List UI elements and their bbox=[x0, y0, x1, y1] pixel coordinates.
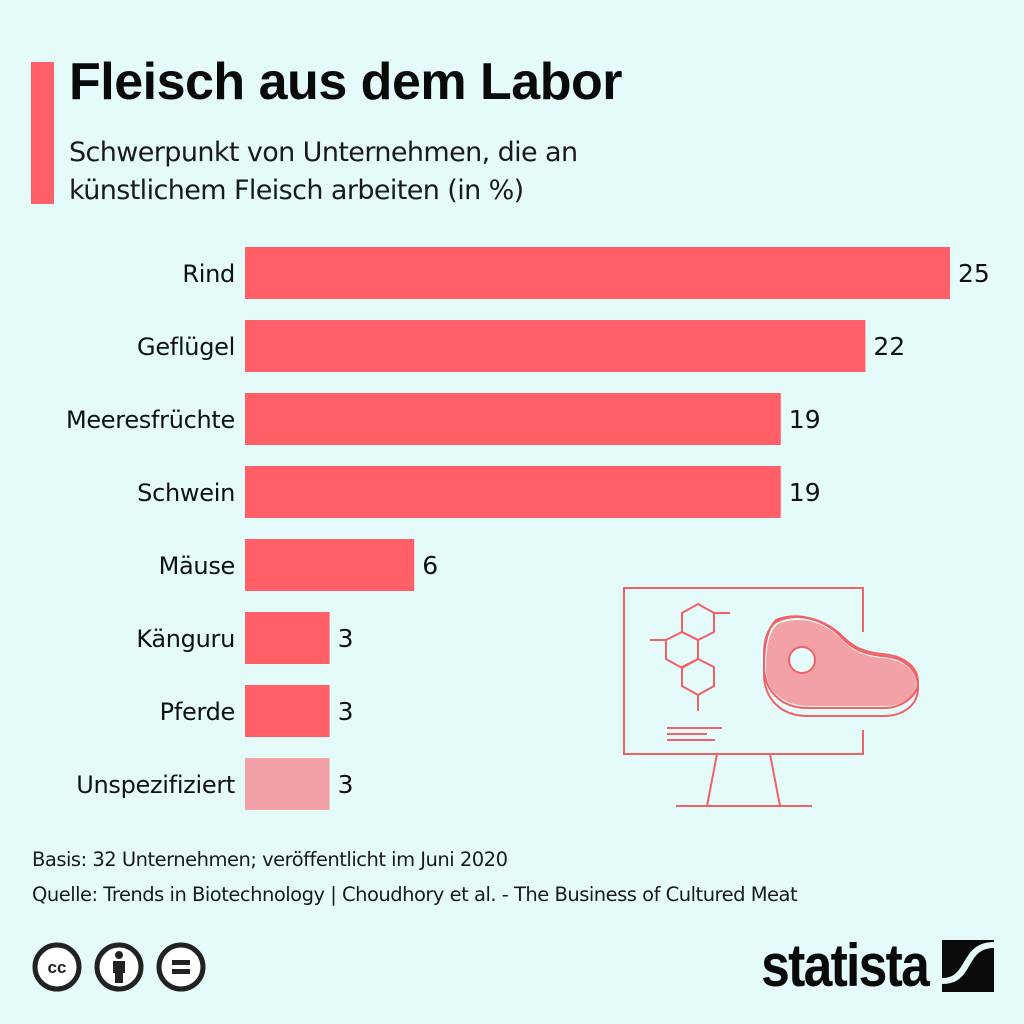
chart-subtitle: Schwerpunkt von Unternehmen, die an küns… bbox=[69, 134, 769, 210]
svg-text:cc: cc bbox=[48, 958, 67, 977]
lab-meat-illustration bbox=[623, 587, 920, 807]
value-label-mause: 6 bbox=[422, 551, 438, 580]
bar-meeresfruchte bbox=[245, 393, 781, 445]
value-label-geflugel: 22 bbox=[873, 332, 905, 361]
bar-mause bbox=[245, 539, 415, 591]
category-label-kanguru: Känguru bbox=[136, 625, 235, 653]
bar-unspezifiziert bbox=[245, 758, 330, 810]
subtitle-line-2: künstlichem Fleisch arbeiten (in %) bbox=[69, 175, 524, 206]
value-label-kanguru: 3 bbox=[338, 624, 354, 653]
value-label-rind: 25 bbox=[958, 259, 990, 288]
bar-rind bbox=[245, 247, 950, 299]
no-derivatives-icon[interactable] bbox=[156, 942, 206, 992]
by-attribution-icon[interactable] bbox=[94, 942, 144, 992]
basis-note: Basis: 32 Unternehmen; veröffentlicht im… bbox=[32, 848, 508, 871]
chart-title: Fleisch aus dem Labor bbox=[69, 53, 623, 111]
category-label-unspezifiziert: Unspezifiziert bbox=[76, 771, 235, 799]
value-label-pferde: 3 bbox=[338, 697, 354, 726]
title-accent-bar bbox=[31, 62, 54, 204]
subtitle-line-1: Schwerpunkt von Unternehmen, die an bbox=[69, 137, 578, 168]
monitor-icon bbox=[623, 587, 864, 807]
bar-chart: Rind 25 Geflügel 22 Meeresfrüchte 19 Schwein 19… bbox=[66, 247, 990, 810]
category-label-pferde: Pferde bbox=[160, 698, 235, 726]
bar-schwein bbox=[245, 466, 781, 518]
molecule-icon bbox=[650, 602, 730, 711]
source-note: Quelle: Trends in Biotechnology | Choudh… bbox=[32, 883, 798, 906]
value-label-schwein: 19 bbox=[789, 478, 821, 507]
statista-logo[interactable]: statista bbox=[734, 936, 994, 996]
value-label-unspezifiziert: 3 bbox=[338, 770, 354, 799]
category-label-mause: Mäuse bbox=[159, 552, 235, 580]
bar-geflugel bbox=[245, 320, 866, 372]
statista-logo-text: statista bbox=[761, 932, 930, 999]
cc-icon[interactable]: cc bbox=[32, 942, 82, 992]
steak-icon bbox=[762, 615, 920, 717]
bar-pferde bbox=[245, 685, 330, 737]
bar-kanguru bbox=[245, 612, 330, 664]
category-label-schwein: Schwein bbox=[137, 479, 235, 507]
value-label-meeresfruchte: 19 bbox=[789, 405, 821, 434]
statista-logo-icon bbox=[942, 940, 994, 992]
license-icons: cc bbox=[32, 942, 206, 992]
category-label-rind: Rind bbox=[182, 260, 235, 288]
category-label-geflugel: Geflügel bbox=[137, 333, 235, 361]
category-label-meeresfruchte: Meeresfrüchte bbox=[66, 406, 235, 434]
